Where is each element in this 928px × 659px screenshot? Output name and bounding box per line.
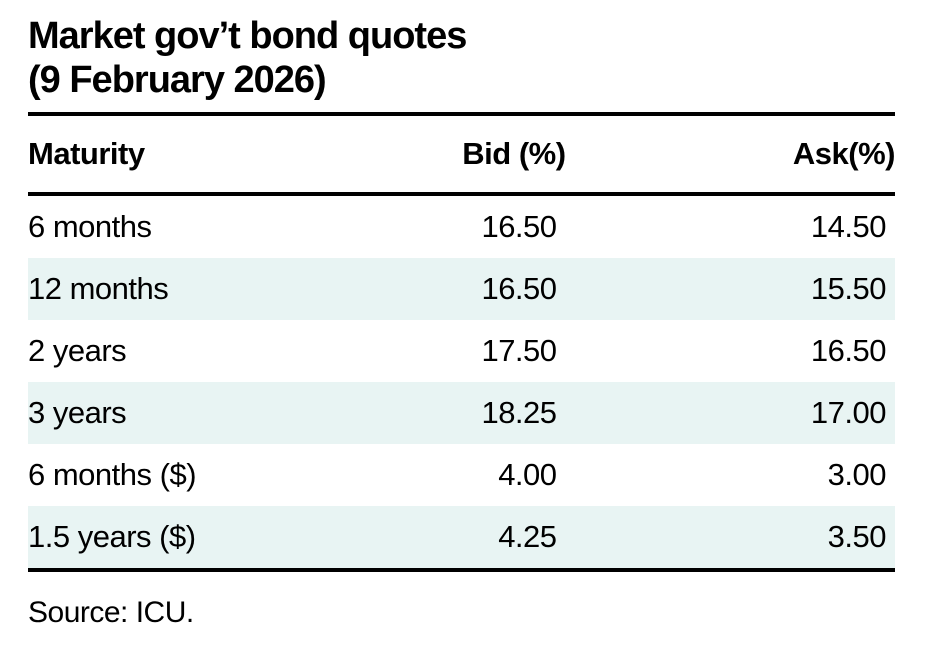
- source-note: Source: ICU.: [28, 596, 194, 629]
- title-line-2: (9 February 2026): [28, 59, 327, 101]
- table-row: 2 years 17.50 16.50: [28, 320, 895, 382]
- table-row: 6 months ($) 4.00 3.00: [28, 444, 895, 506]
- quotes-table: Maturity Bid (%) Ask(%) 6 months 16.50 1…: [28, 116, 895, 568]
- table-bottom-divider: [28, 568, 895, 572]
- ask-column-header: Ask(%): [565, 116, 895, 196]
- header-row: Maturity Bid (%) Ask(%): [28, 116, 895, 196]
- bid-column-header: Bid (%): [348, 116, 566, 196]
- maturity-cell: 2 years: [28, 333, 127, 368]
- ask-cell: 17.00: [810, 395, 887, 430]
- page-title: Market gov’t bond quotes (9 February 2026…: [28, 14, 895, 102]
- ask-cell: 15.50: [810, 271, 887, 306]
- table-row: 1.5 years ($) 4.25 3.50: [28, 506, 895, 568]
- bid-cell: 16.50: [481, 271, 557, 306]
- title-divider: [28, 112, 895, 116]
- bid-cell: 17.50: [481, 333, 557, 368]
- maturity-cell: 1.5 years ($): [28, 519, 196, 554]
- table-row: 12 months 16.50 15.50: [28, 258, 895, 320]
- table-row: 6 months 16.50 14.50: [28, 194, 895, 258]
- ask-cell: 3.00: [827, 457, 887, 492]
- bid-cell: 4.00: [498, 457, 557, 492]
- maturity-cell: 6 months ($): [28, 457, 197, 492]
- bid-cell: 16.50: [481, 209, 557, 244]
- bid-cell: 4.25: [498, 519, 557, 554]
- table-row: 3 years 18.25 17.00: [28, 382, 895, 444]
- ask-cell: 14.50: [810, 209, 887, 244]
- ask-cell: 16.50: [810, 333, 887, 368]
- bid-cell: 18.25: [481, 395, 557, 430]
- maturity-cell: 3 years: [28, 395, 127, 430]
- maturity-column-header: Maturity: [28, 116, 349, 196]
- ask-cell: 3.50: [827, 519, 887, 554]
- maturity-cell: 12 months: [28, 271, 169, 306]
- bond-quotes-figure: Market gov’t bond quotes (9 February 2026…: [28, 14, 895, 629]
- maturity-cell: 6 months: [28, 209, 152, 244]
- title-line-1: Market gov’t bond quotes: [28, 15, 467, 57]
